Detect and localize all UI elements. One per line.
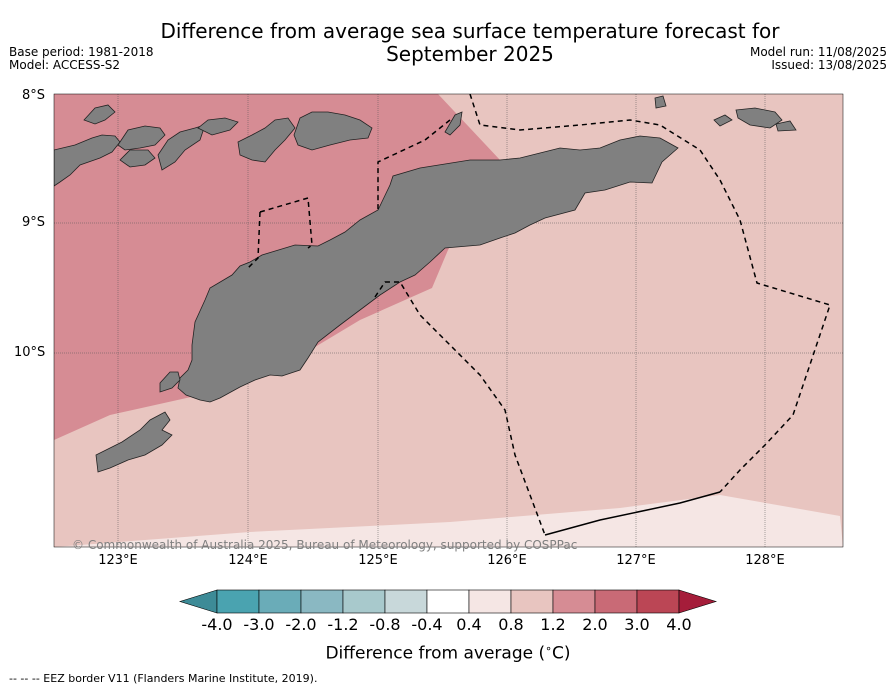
colorbar-tick-label: 2.0 [582, 615, 608, 634]
lakor-island [775, 120, 797, 132]
wetar-island [293, 111, 373, 151]
colorbar-segment [636, 589, 680, 614]
colorbar-segment [594, 589, 638, 614]
sumba-west-island [95, 411, 173, 473]
colorbar-tick-label: 4.0 [666, 615, 692, 634]
leti-island [713, 114, 733, 127]
pantar-island [197, 117, 239, 136]
colorbar-segment [300, 589, 344, 614]
colorbar-segment [468, 589, 512, 614]
colorbar-tick-label: 3.0 [624, 615, 650, 634]
colorbar-segment [510, 589, 554, 614]
colorbar-segment [342, 589, 386, 614]
colorbar-tick-label: -2.0 [285, 615, 317, 634]
meta-right: Model run: 11/08/2025 Issued: 13/08/2025 [750, 46, 887, 72]
colorbar-tick-label: -1.2 [327, 615, 359, 634]
colorbar-tick-label: 1.2 [540, 615, 566, 634]
issued-date: Issued: 13/08/2025 [771, 58, 887, 72]
title-line-1: Difference from average sea surface temp… [160, 19, 780, 43]
colorbar-segment [426, 589, 470, 614]
colorbar-segment [552, 589, 596, 614]
lat-label-9s: 9°S [22, 215, 46, 230]
flores-islands [54, 134, 121, 187]
title-line-2: September 2025 [386, 42, 554, 66]
adonara-island [119, 149, 156, 168]
colorbar-title-text: Difference from average ( [325, 643, 546, 664]
colorbar-tick-label: -3.0 [243, 615, 275, 634]
land-masses [54, 95, 797, 473]
degree-symbol: ∘ [545, 642, 552, 655]
eez-border [247, 94, 831, 536]
alor-island [237, 117, 296, 163]
meta-left: Base period: 1981-2018 Model: ACCESS-S2 [9, 46, 154, 72]
copyright-notice: © Commonwealth of Australia 2025, Bureau… [72, 538, 578, 552]
lon-label-125e: 125°E [358, 553, 398, 568]
colorbar-tick-label: 0.4 [456, 615, 482, 634]
lon-label-127e: 127°E [616, 553, 656, 568]
atauro-island [444, 111, 463, 136]
colorbar-segment [258, 589, 302, 614]
timor-island [177, 135, 679, 403]
anomaly-zone-0.4-0.8 [54, 495, 843, 547]
model-name: Model: ACCESS-S2 [9, 58, 121, 72]
lon-label-124e: 124°E [228, 553, 268, 568]
colorbar-unit: C) [552, 643, 571, 664]
flores-cape [83, 104, 116, 125]
solor-island [117, 125, 166, 151]
lon-label-126e: 126°E [487, 553, 527, 568]
colorbar-tick-label: -0.4 [411, 615, 443, 634]
map-frame [53, 93, 844, 548]
colorbar-tick-label: 0.8 [498, 615, 524, 634]
rote-island [159, 371, 181, 393]
colorbar-extend-low [178, 589, 218, 614]
colorbar-segment [384, 589, 428, 614]
lon-label-128e: 128°E [745, 553, 785, 568]
base-period: Base period: 1981-2018 [9, 45, 154, 59]
model-run: Model run: 11/08/2025 [749, 45, 887, 59]
colorbar-title: Difference from average (∘C) [0, 642, 896, 664]
colorbar-tick-label: -4.0 [201, 615, 233, 634]
colorbar-tick-label: -0.8 [369, 615, 401, 634]
lon-label-123e: 123°E [98, 553, 138, 568]
lat-label-10s: 10°S [14, 345, 46, 360]
map-title: Difference from average sea surface temp… [120, 20, 820, 66]
eez-border-solid [544, 491, 721, 536]
eez-legend-note: -- -- -- EEZ border V11 (Flanders Marine… [9, 672, 318, 685]
colorbar-segment [216, 589, 260, 614]
colorbar [178, 589, 718, 614]
kisar-island [654, 95, 667, 109]
lat-label-8s: 8°S [22, 88, 46, 103]
lembata-island [157, 124, 206, 171]
map-plot-area [54, 94, 843, 547]
colorbar-extend-high [678, 589, 718, 614]
